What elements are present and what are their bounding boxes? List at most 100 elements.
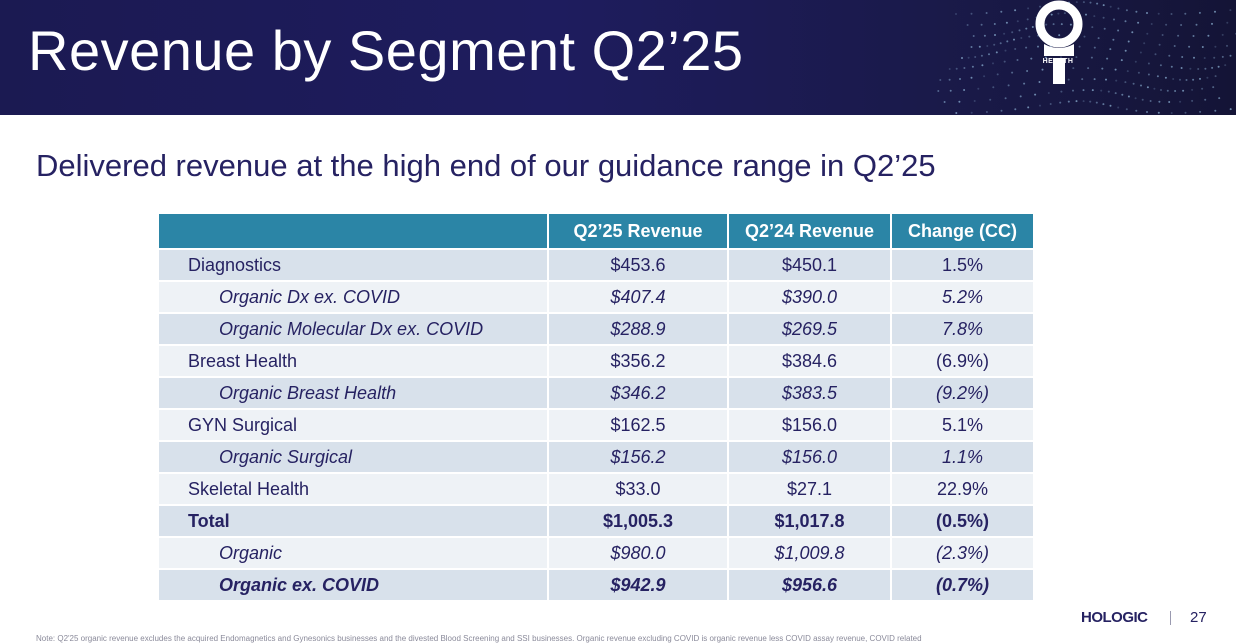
- decor-dot: [1075, 100, 1078, 103]
- q225-value: $356.2: [548, 344, 729, 377]
- row-label: Skeletal Health: [159, 472, 549, 505]
- decor-dot: [1203, 57, 1206, 59]
- decor-dot: [1030, 57, 1033, 60]
- decor-dot: [1004, 97, 1007, 100]
- decor-dot: [981, 64, 984, 67]
- decor-dot: [1093, 15, 1096, 18]
- decor-dot: [1109, 48, 1112, 51]
- decor-dot: [1132, 82, 1135, 85]
- decor-dot: [1120, 59, 1123, 62]
- decor-dot: [1069, 23, 1072, 26]
- decor-dot: [1146, 86, 1149, 89]
- decor-dot: [1158, 43, 1161, 46]
- change-value: (0.7%): [891, 568, 1033, 600]
- decor-dot: [1014, 9, 1017, 12]
- decor-dot: [980, 23, 983, 26]
- decor-dot: [1184, 12, 1187, 15]
- decor-dot: [1105, 78, 1107, 81]
- decor-dot: [1117, 106, 1120, 109]
- decor-dot: [1025, 27, 1028, 30]
- decor-dot: [1082, 100, 1085, 103]
- q225-value: $1,005.3: [548, 504, 729, 537]
- table-row-total: Total $1,005.3 $1,017.8 (0.5%): [159, 504, 1033, 537]
- change-value: 5.2%: [891, 280, 1033, 313]
- decor-dot: [977, 87, 980, 90]
- decor-dot: [1135, 10, 1138, 13]
- q224-value: $383.5: [728, 376, 892, 409]
- q225-value: $162.5: [548, 408, 729, 441]
- decor-dot: [1168, 54, 1171, 57]
- title-banner: Revenue by Segment Q2’25 HEALTH: [0, 0, 1236, 115]
- q224-value: $269.5: [728, 312, 892, 345]
- decor-dot: [983, 75, 986, 78]
- decor-dot: [1146, 32, 1149, 35]
- decor-dot: [1078, 45, 1081, 48]
- decor-dot: [1100, 89, 1103, 92]
- decor-dot: [1093, 46, 1096, 49]
- decor-dot: [1207, 34, 1210, 37]
- q225-value: $407.4: [548, 280, 729, 313]
- decor-dot: [1081, 78, 1084, 81]
- change-value: (6.9%): [891, 344, 1033, 377]
- decor-dot: [1027, 106, 1030, 109]
- decor-dot: [1134, 60, 1137, 63]
- health-logo-text: HEALTH: [1042, 58, 1074, 65]
- q224-value: $156.0: [728, 440, 892, 473]
- decor-dot: [1147, 62, 1150, 65]
- decor-dot: [985, 111, 988, 113]
- decor-dot: [980, 54, 983, 57]
- decor-dot: [1102, 16, 1105, 19]
- decor-dot: [1095, 101, 1098, 104]
- decor-dot: [1023, 82, 1026, 85]
- decor-dot: [1101, 67, 1104, 70]
- decor-dot: [1126, 70, 1129, 73]
- row-label: Organic Breast Health: [159, 376, 549, 409]
- decor-dot: [1157, 12, 1160, 15]
- decor-dot: [1106, 57, 1109, 60]
- decor-dot: [1102, 4, 1105, 7]
- q224-value: $27.1: [728, 472, 892, 505]
- decor-dot: [1156, 75, 1159, 78]
- table-row-breast-health: Breast Health $356.2 $384.6 (6.9%): [159, 344, 1033, 377]
- decor-dot: [1211, 66, 1214, 69]
- decor-dot: [1039, 104, 1041, 107]
- revenue-table: Q2’25 Revenue Q2’24 Revenue Change (CC) …: [159, 214, 1033, 600]
- decor-dot: [1146, 111, 1148, 113]
- decor-dot: [1047, 92, 1050, 94]
- decor-dot: [1211, 22, 1213, 25]
- column-header-segment: [159, 214, 549, 249]
- decor-dot: [967, 56, 970, 59]
- decor-dot: [994, 34, 996, 36]
- decor-dot: [939, 79, 942, 81]
- decor-dot: [995, 51, 998, 54]
- decor-dot: [1149, 100, 1152, 102]
- q225-value: $453.6: [548, 248, 729, 281]
- decor-dot: [1165, 23, 1168, 26]
- decor-dot: [1191, 99, 1194, 102]
- decor-dot: [1170, 65, 1173, 68]
- decor-dot: [1117, 7, 1120, 10]
- decor-dot: [973, 100, 976, 102]
- decor-dot: [1131, 31, 1134, 34]
- decor-dot: [1004, 49, 1007, 52]
- decor-dot: [1026, 70, 1029, 72]
- decor-dot: [1150, 23, 1153, 25]
- change-value: 1.5%: [891, 248, 1033, 281]
- decor-dot: [1180, 24, 1183, 26]
- decor-dot: [1125, 9, 1128, 12]
- decor-dot: [1083, 35, 1086, 38]
- decor-dot: [948, 68, 951, 70]
- decor-dot: [1206, 76, 1209, 79]
- column-header-q224-revenue: Q2’24 Revenue: [728, 214, 892, 249]
- change-value: (9.2%): [891, 376, 1033, 409]
- decor-dot: [1201, 87, 1204, 90]
- decor-dot: [1157, 111, 1160, 114]
- decor-dot: [986, 45, 989, 47]
- row-label: Total: [159, 504, 549, 537]
- footnote: Note: Q2'25 organic revenue excludes the…: [36, 634, 922, 643]
- decor-dot: [1058, 34, 1061, 37]
- change-value: (2.3%): [891, 536, 1033, 569]
- decor-dot: [1191, 88, 1194, 91]
- decor-dot: [943, 101, 946, 103]
- decor-dot: [1090, 56, 1093, 59]
